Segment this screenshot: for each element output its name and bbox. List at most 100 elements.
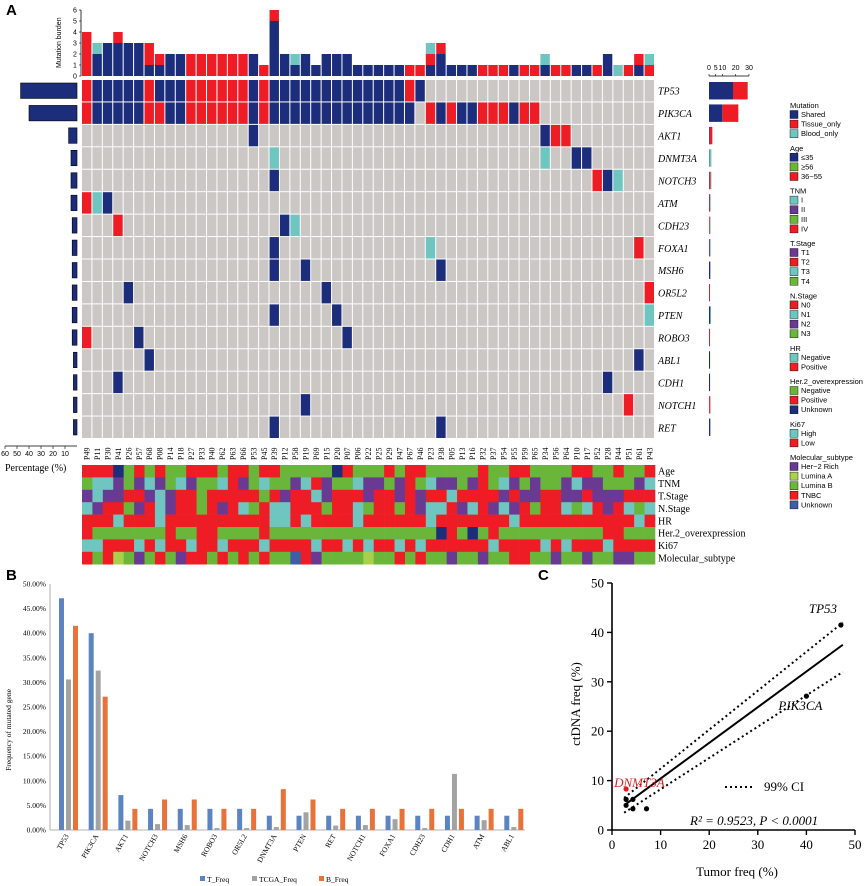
- mutation-cell: [561, 169, 571, 192]
- mutation-cell: [467, 80, 477, 102]
- mutation-cell: [248, 80, 259, 102]
- gene-count-bar: [710, 239, 711, 257]
- gene-count-bar: [709, 126, 713, 145]
- mutation-cell: [477, 147, 488, 169]
- sample-label: P68: [145, 448, 154, 460]
- mutation-cell: [144, 214, 154, 237]
- frequency-bar: [251, 808, 257, 830]
- mutation-burden-tick-label: 0: [73, 74, 77, 81]
- mutation-cell: [373, 416, 384, 438]
- mutation-cell: [352, 237, 363, 259]
- mutation-cell: [561, 237, 571, 259]
- mutation-cell: [623, 169, 634, 192]
- mutation-cell: [175, 124, 186, 147]
- mutation-cell: [373, 214, 384, 237]
- clinical-cell: [290, 527, 302, 540]
- clinical-cell: [227, 514, 239, 528]
- mutation-cell: [529, 394, 540, 416]
- mutation-cell: [467, 304, 477, 326]
- mutation-cell: [238, 124, 248, 147]
- mutation-cell: [352, 147, 363, 169]
- mutation-cell: [165, 326, 175, 349]
- mutation-cell: [363, 102, 373, 124]
- mutation-cell: [82, 192, 92, 214]
- mutation-cell: [196, 394, 207, 416]
- mutation-cell: [186, 147, 196, 169]
- clinical-cell: [644, 514, 656, 528]
- clinical-cell: [123, 477, 135, 491]
- burden-bar: [644, 54, 654, 65]
- clinical-cell: [311, 514, 322, 528]
- sample-label: P44: [614, 448, 623, 460]
- clinical-cell: [519, 539, 531, 553]
- mutation-cell: [519, 281, 529, 304]
- mutation-cell: [154, 124, 165, 147]
- clinical-cell: [238, 477, 249, 491]
- mutation-cell: [196, 147, 207, 169]
- mutation-cell: [321, 326, 332, 349]
- mutation-cell: [446, 102, 457, 124]
- clinical-cell: [446, 514, 458, 528]
- frequency-tick-label: 40.00%: [23, 629, 46, 638]
- mutation-cell: [550, 237, 561, 259]
- mutation-cell: [477, 102, 488, 124]
- point-label: TP53: [809, 601, 838, 616]
- mutation-cell: [623, 371, 634, 394]
- clinical-cell: [561, 527, 572, 540]
- mutation-cell: [582, 304, 592, 326]
- mutation-cell: [404, 394, 415, 416]
- right-bar-tick-label: 5: [714, 65, 718, 72]
- mutation-cell: [634, 147, 644, 169]
- mutation-cell: [363, 214, 373, 237]
- mutation-cell: [238, 147, 248, 169]
- burden-bar: [457, 65, 467, 76]
- mutation-cell: [279, 237, 290, 259]
- mutation-cell: [279, 304, 290, 326]
- mutation-cell: [467, 281, 477, 304]
- mutation-cell: [644, 394, 654, 416]
- mutation-cell: [425, 326, 436, 349]
- clinical-cell: [623, 514, 635, 528]
- clinical-cell: [186, 514, 197, 528]
- mutation-cell: [457, 124, 467, 147]
- clinical-cell: [259, 514, 270, 528]
- mutation-cell: [592, 80, 602, 102]
- sample-label: P05: [447, 448, 456, 460]
- sample-label: P22: [364, 448, 373, 460]
- mutation-cell: [269, 214, 279, 237]
- clinical-cell: [571, 539, 583, 553]
- legend-item-label: T4: [801, 277, 810, 286]
- gene-label: FOXA1: [657, 244, 689, 255]
- burden-bar: [92, 54, 102, 76]
- frequency-category-label: RET: [323, 832, 338, 849]
- mutation-cell: [634, 326, 644, 349]
- mutation-cell: [238, 214, 248, 237]
- burden-bar: [540, 54, 550, 65]
- clinical-cell: [342, 502, 354, 515]
- legend-swatch: [789, 329, 799, 338]
- gene-label: CDH1: [658, 378, 684, 389]
- mutation-cell: [144, 169, 154, 192]
- mutation-cell: [352, 102, 363, 124]
- clinical-cell: [352, 477, 364, 491]
- sample-label: P27: [187, 448, 196, 460]
- mutation-cell: [477, 169, 488, 192]
- clinical-track-label: Ki67: [658, 541, 678, 552]
- clinical-cell: [134, 551, 145, 565]
- mutation-cell: [634, 259, 644, 281]
- gene-count-bar: [709, 82, 733, 100]
- mutation-cell: [186, 169, 196, 192]
- gene-label: DNMT3A: [657, 154, 698, 165]
- right-bar-tick-label: 30: [745, 65, 753, 72]
- mutation-cell: [154, 102, 165, 124]
- mutation-cell: [582, 416, 592, 438]
- mutation-cell: [582, 169, 592, 192]
- mutation-cell: [467, 416, 477, 438]
- legend-swatch: [789, 162, 799, 172]
- mutation-cell: [123, 147, 134, 169]
- mutation-cell: [279, 259, 290, 281]
- clinical-cell: [207, 527, 218, 540]
- mutation-cell: [82, 326, 92, 349]
- burden-bar: [602, 54, 613, 76]
- mutation-cell: [509, 147, 519, 169]
